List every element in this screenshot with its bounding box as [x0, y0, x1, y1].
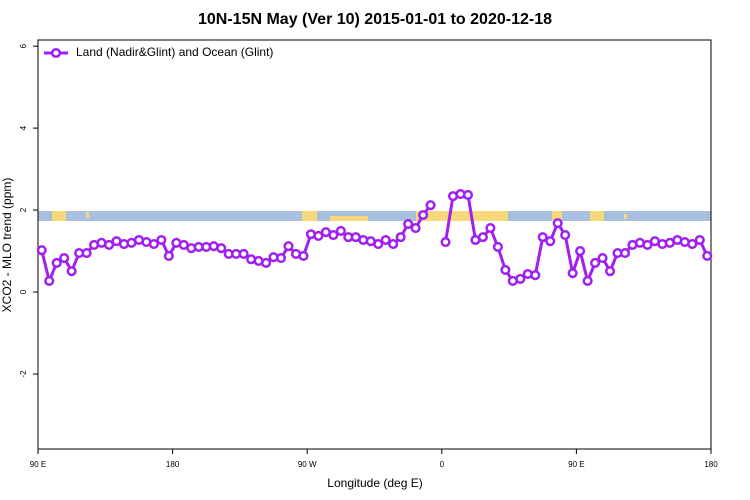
data-point — [567, 268, 578, 279]
data-point — [582, 275, 593, 287]
y-tick-label: 2 — [19, 207, 28, 212]
data-point — [619, 248, 631, 259]
x-tick-label: 90 W — [298, 460, 317, 469]
data-point — [597, 252, 608, 264]
data-point — [545, 236, 556, 247]
y-tick-label: 0 — [19, 289, 28, 294]
data-point — [537, 232, 548, 243]
data-point — [605, 266, 616, 277]
x-tick-label: 90 E — [30, 460, 46, 469]
data-point — [59, 252, 70, 264]
data-point — [156, 234, 167, 246]
x-tick-label: 180 — [166, 460, 180, 469]
data-point — [492, 241, 503, 253]
data-point — [515, 273, 526, 284]
data-point — [66, 266, 77, 277]
data-point — [261, 257, 272, 268]
data-point — [485, 223, 496, 234]
data-point — [410, 223, 421, 234]
data-point — [380, 234, 391, 246]
data-point — [642, 239, 653, 250]
data-point — [388, 239, 399, 250]
data-point — [575, 246, 586, 257]
data-point — [216, 243, 227, 254]
data-point — [462, 189, 474, 200]
data-point — [51, 257, 62, 268]
data-point — [560, 230, 571, 241]
data-point — [328, 230, 339, 241]
data-point — [275, 252, 287, 264]
x-tick-label: 90 E — [568, 460, 584, 469]
x-tick-label: 0 — [440, 460, 445, 469]
data-point — [425, 200, 436, 211]
plot-frame — [37, 39, 712, 450]
data-point — [36, 245, 47, 256]
data-point — [694, 234, 705, 246]
y-tick-label: 4 — [19, 125, 28, 130]
data-point — [702, 250, 713, 262]
data-point — [335, 225, 346, 237]
data-point — [590, 257, 601, 268]
data-point — [313, 230, 324, 241]
data-point — [103, 239, 115, 250]
legend-marker — [50, 47, 62, 59]
data-point — [530, 270, 541, 281]
data-point — [687, 239, 698, 250]
y-axis-label: XCO2 - MLO trend (ppm) — [0, 178, 14, 313]
data-point — [373, 239, 384, 250]
data-point — [403, 218, 414, 230]
data-point — [238, 248, 249, 259]
legend-item: Land (Nadir&Glint) and Ocean (Glint) — [44, 45, 273, 59]
y-tick-label: 6 — [19, 43, 28, 48]
data-point — [500, 264, 511, 275]
data-point — [163, 250, 174, 262]
legend-label: Land (Nadir&Glint) and Ocean (Glint) — [76, 45, 273, 59]
map-strip — [38, 211, 711, 221]
data-point — [440, 236, 451, 248]
data-point — [418, 209, 429, 221]
data-point — [283, 241, 294, 252]
data-point — [298, 250, 309, 262]
chart-title: 10N-15N May (Ver 10) 2015-01-01 to 2020-… — [198, 11, 552, 28]
x-tick-label: 180 — [704, 460, 718, 469]
data-point — [395, 232, 406, 243]
data-point — [148, 239, 159, 250]
x-axis-label: Longitude (deg E) — [327, 476, 422, 490]
data-point — [552, 218, 563, 229]
data-point — [81, 248, 92, 259]
data-point — [44, 275, 55, 287]
y-tick-label: -2 — [19, 370, 28, 378]
data-point — [477, 232, 488, 243]
